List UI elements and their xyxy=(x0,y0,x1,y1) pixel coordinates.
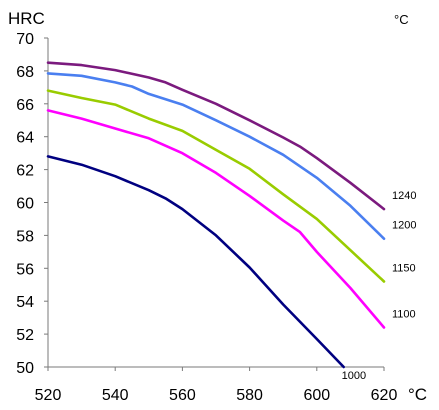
x-tick-label: 620 xyxy=(371,387,398,404)
y-tick-label: 66 xyxy=(16,97,34,114)
axes xyxy=(47,38,384,368)
series-label-1240: 1240 xyxy=(392,190,416,202)
series-labels: 1240 1200 1150 1100 1000 xyxy=(342,190,417,382)
series-label-1100: 1100 xyxy=(392,309,416,321)
y-tick-label: 68 xyxy=(16,64,34,81)
y-tick-label: 70 xyxy=(16,31,34,48)
y-tick-label: 58 xyxy=(16,228,34,245)
x-tick-labels: 520 540 560 580 600 620 xyxy=(35,367,398,404)
x-tick-label: 560 xyxy=(169,387,196,404)
series-label-1200: 1200 xyxy=(392,220,416,232)
y-axis-label: HRC xyxy=(8,9,45,28)
y-tick-label: 64 xyxy=(16,130,34,147)
x-axis-unit-label: °C xyxy=(408,385,427,404)
y-tick-label: 56 xyxy=(16,261,34,278)
x-tick-label: 540 xyxy=(102,387,129,404)
series-line-1150 xyxy=(46,89,386,283)
x-tick-label: 520 xyxy=(35,387,62,404)
series-label-1150: 1150 xyxy=(392,262,416,274)
x-tick-label: 580 xyxy=(236,387,263,404)
series-label-1000: 1000 xyxy=(342,370,366,382)
series-line-1100 xyxy=(46,109,386,329)
y-tick-label: 52 xyxy=(16,327,34,344)
y-tick-labels: 50 52 54 56 58 60 62 64 66 68 70 xyxy=(16,31,48,377)
y-tick-label: 62 xyxy=(16,163,34,180)
y-tick-label: 50 xyxy=(16,360,34,377)
y-tick-label: 54 xyxy=(16,294,34,311)
y-tick-label: 60 xyxy=(16,196,34,213)
series-unit-label: °C xyxy=(394,12,409,27)
series-line-1200 xyxy=(46,72,386,240)
series-lines xyxy=(46,61,386,369)
series-line-1000 xyxy=(46,155,345,369)
series-line-1240 xyxy=(46,61,386,211)
x-tick-label: 600 xyxy=(303,387,330,404)
